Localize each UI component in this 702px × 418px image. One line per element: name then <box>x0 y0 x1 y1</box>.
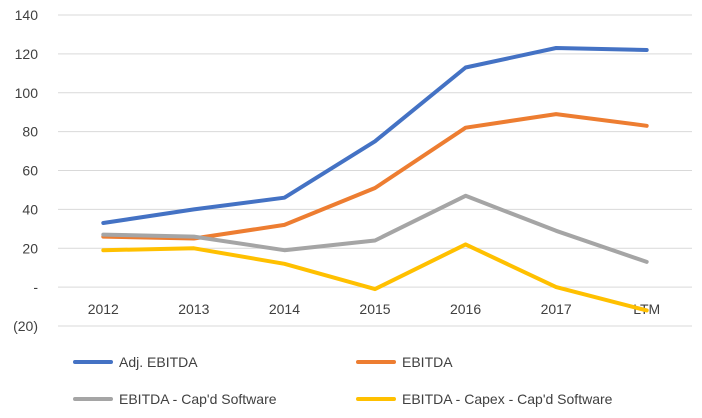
series-line-1 <box>101 112 649 241</box>
series-lines <box>101 46 649 313</box>
legend: Adj. EBITDA EBITDA EBITDA - Cap'd Software… <box>73 354 613 407</box>
series-line-3 <box>101 242 649 313</box>
series-line-2 <box>101 193 649 264</box>
series-line-0 <box>101 46 649 225</box>
legend-label: EBITDA <box>402 354 453 370</box>
legend-label: EBITDA - Capex - Cap'd Software <box>402 391 613 407</box>
legend-label: Adj. EBITDA <box>119 354 198 370</box>
y-tick-label: 60 <box>22 163 38 179</box>
y-tick-label: 20 <box>22 240 38 256</box>
y-tick-label: - <box>33 279 38 295</box>
x-tick-label: 2017 <box>541 301 572 317</box>
x-axis-tick-labels: 2012 2013 2014 2015 2016 2017 LTM <box>88 301 660 317</box>
y-tick-label: 80 <box>22 124 38 140</box>
y-tick-label: (20) <box>13 318 38 334</box>
x-tick-label: 2014 <box>269 301 300 317</box>
x-tick-label: 2012 <box>88 301 119 317</box>
y-tick-label: 40 <box>22 201 38 217</box>
y-tick-label: 120 <box>15 46 39 62</box>
gridlines <box>58 14 692 327</box>
y-tick-label: 140 <box>15 7 39 23</box>
x-tick-label: 2013 <box>178 301 209 317</box>
y-axis-tick-labels: 140 120 100 80 60 40 20 - (20) <box>13 7 38 334</box>
legend-label: EBITDA - Cap'd Software <box>119 391 277 407</box>
x-tick-label: 2016 <box>450 301 481 317</box>
x-tick-label: 2015 <box>359 301 390 317</box>
y-tick-label: 100 <box>15 85 39 101</box>
